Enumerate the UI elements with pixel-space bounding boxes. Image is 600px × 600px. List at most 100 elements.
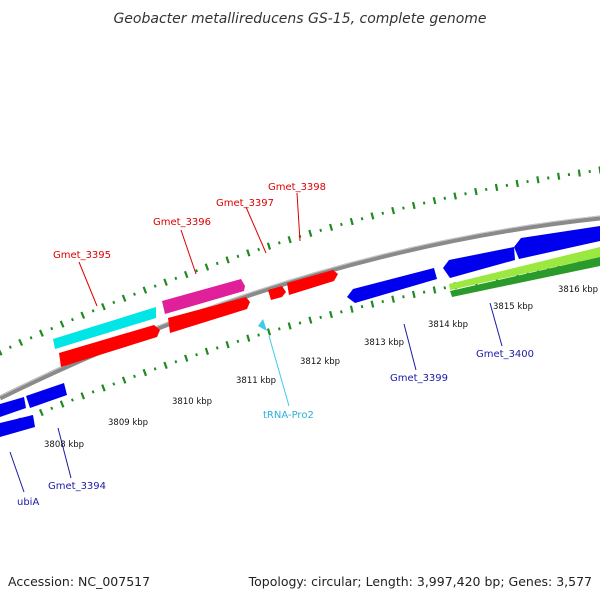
ruler-major-tick xyxy=(184,354,189,362)
gene-label-gmet-3394[interactable]: Gmet_3394 xyxy=(48,481,106,492)
ruler-minor-tick xyxy=(153,367,157,371)
gene-gmet-3400-light-green-feature[interactable] xyxy=(449,247,600,290)
ruler-major-tick xyxy=(204,263,210,271)
ruler-major-tick xyxy=(59,320,65,328)
ruler-minor-tick xyxy=(174,360,178,364)
forward-features xyxy=(53,270,338,367)
ruler-major-tick xyxy=(266,242,272,250)
genome-summary-text: Topology: circular; Length: 3,997,420 bp… xyxy=(248,574,592,589)
ruler-minor-tick xyxy=(422,201,426,205)
gmet-3399-leader xyxy=(403,323,417,371)
ruler-label: 3812 kbp xyxy=(300,357,340,367)
gene-label-gmet-3397[interactable]: Gmet_3397 xyxy=(216,198,274,209)
ruler-major-tick xyxy=(38,329,44,337)
ruler-label: 3815 kbp xyxy=(493,302,533,312)
gene-label-ubia[interactable]: ubiA xyxy=(17,497,39,508)
ruler-minor-tick xyxy=(319,315,323,319)
gene-gmet-3396-feature[interactable] xyxy=(168,297,250,333)
ruler-major-tick xyxy=(18,338,24,347)
ruler-major-tick xyxy=(246,249,251,257)
ruler-minor-tick xyxy=(215,346,219,350)
ruler-major-tick xyxy=(391,206,396,215)
gene-labels: Gmet_3395 Gmet_3396 Gmet_3397 Gmet_3398 … xyxy=(17,182,534,508)
ruler-minor-tick xyxy=(195,353,198,357)
downstream-gene-feature[interactable] xyxy=(514,226,600,259)
ruler-major-tick xyxy=(411,290,416,299)
gmet-3396-leader xyxy=(180,229,197,275)
gene-label-gmet-3396[interactable]: Gmet_3396 xyxy=(153,217,211,228)
ruler-minor-tick xyxy=(422,290,426,294)
trna-pro2-feature[interactable] xyxy=(258,319,267,331)
gene-gmet-3395-feature[interactable] xyxy=(59,325,160,367)
outer-tick-ruler xyxy=(0,166,600,356)
gene-label-gmet-3398[interactable]: Gmet_3398 xyxy=(268,182,326,193)
gene-label-gmet-3400[interactable]: Gmet_3400 xyxy=(476,349,534,360)
ruler-major-tick xyxy=(59,400,65,408)
ruler-major-tick xyxy=(163,361,168,369)
gene-gmet-3398-feature[interactable] xyxy=(287,270,338,295)
ruler-major-tick xyxy=(80,311,86,319)
ruler-major-tick xyxy=(329,223,334,232)
gene-gmet-3396-other-feature[interactable] xyxy=(162,279,245,314)
ubia-feature[interactable] xyxy=(0,397,26,417)
ruler-minor-tick xyxy=(112,382,116,386)
gene-gmet-3395-rrna-feature[interactable] xyxy=(53,307,156,349)
ruler-minor-tick xyxy=(464,192,467,196)
ruler-minor-tick xyxy=(547,176,550,180)
ruler-major-tick xyxy=(142,368,148,377)
ruler-minor-tick xyxy=(381,299,385,304)
gmet-3398-leader xyxy=(296,192,301,242)
gmet-3400-leader xyxy=(489,302,503,347)
ubia-leader xyxy=(9,451,25,493)
ruler-minor-tick xyxy=(133,292,136,296)
ruler-minor-tick xyxy=(505,183,509,188)
gene-label-gmet-3395[interactable]: Gmet_3395 xyxy=(53,250,111,261)
ruler-minor-tick xyxy=(443,196,447,200)
trna-pro2-leader xyxy=(268,335,290,407)
ruler-major-tick xyxy=(101,302,106,311)
ruler-minor-tick xyxy=(91,309,95,313)
label-leaders xyxy=(9,192,503,493)
gene-label-gmet-3399[interactable]: Gmet_3399 xyxy=(390,373,448,384)
ruler-major-tick xyxy=(142,286,148,294)
ruler-major-tick xyxy=(308,316,313,324)
ruler-minor-tick xyxy=(567,173,571,177)
ruler-label: 3810 kbp xyxy=(172,397,212,407)
ruler-label: 3808 kbp xyxy=(44,440,84,450)
accession-text: Accession: NC_007517 xyxy=(8,574,150,589)
ruler-major-tick xyxy=(121,376,127,384)
ruler-major-tick xyxy=(432,286,437,294)
gene-gmet-3399-feature[interactable] xyxy=(347,268,437,303)
ruler-minor-tick xyxy=(112,300,116,305)
ruler-major-tick xyxy=(163,278,168,286)
ruler-minor-tick xyxy=(91,390,95,394)
ruler-minor-tick xyxy=(236,254,240,259)
ruler-minor-tick xyxy=(340,310,343,314)
ruler-minor-tick xyxy=(360,217,364,221)
gene-label-trna-pro2[interactable]: tRNA-Pro2 xyxy=(263,410,314,421)
gene-gmet-3397-feature[interactable] xyxy=(268,286,286,300)
ruler-major-tick xyxy=(515,179,519,188)
ubia-lower-feature[interactable] xyxy=(0,415,35,437)
ruler-major-tick xyxy=(349,305,354,313)
ruler-major-tick xyxy=(577,169,581,177)
ruler-minor-tick xyxy=(257,247,261,252)
ruler-major-tick xyxy=(121,294,127,302)
gmet-3395-leader xyxy=(78,261,98,307)
ruler-minor-tick xyxy=(236,339,240,343)
ruler-minor-tick xyxy=(277,327,281,331)
ruler-major-tick xyxy=(246,334,251,342)
ruler-major-tick xyxy=(204,347,210,355)
ruler-major-tick xyxy=(287,322,292,330)
ruler-minor-tick xyxy=(298,321,302,325)
ruler-label: 3816 kbp xyxy=(558,285,598,295)
gene-gmet-3400-feature[interactable] xyxy=(443,247,515,278)
gene-gmet-3394-feature[interactable] xyxy=(26,383,67,408)
reverse-features xyxy=(0,226,600,437)
ruler-minor-tick xyxy=(360,304,364,309)
ruler-label: 3814 kbp xyxy=(428,320,468,330)
ruler-major-tick xyxy=(370,300,375,308)
gene-gmet-3400-dark-green-feature[interactable] xyxy=(450,257,600,297)
ruler-major-tick xyxy=(0,349,3,356)
